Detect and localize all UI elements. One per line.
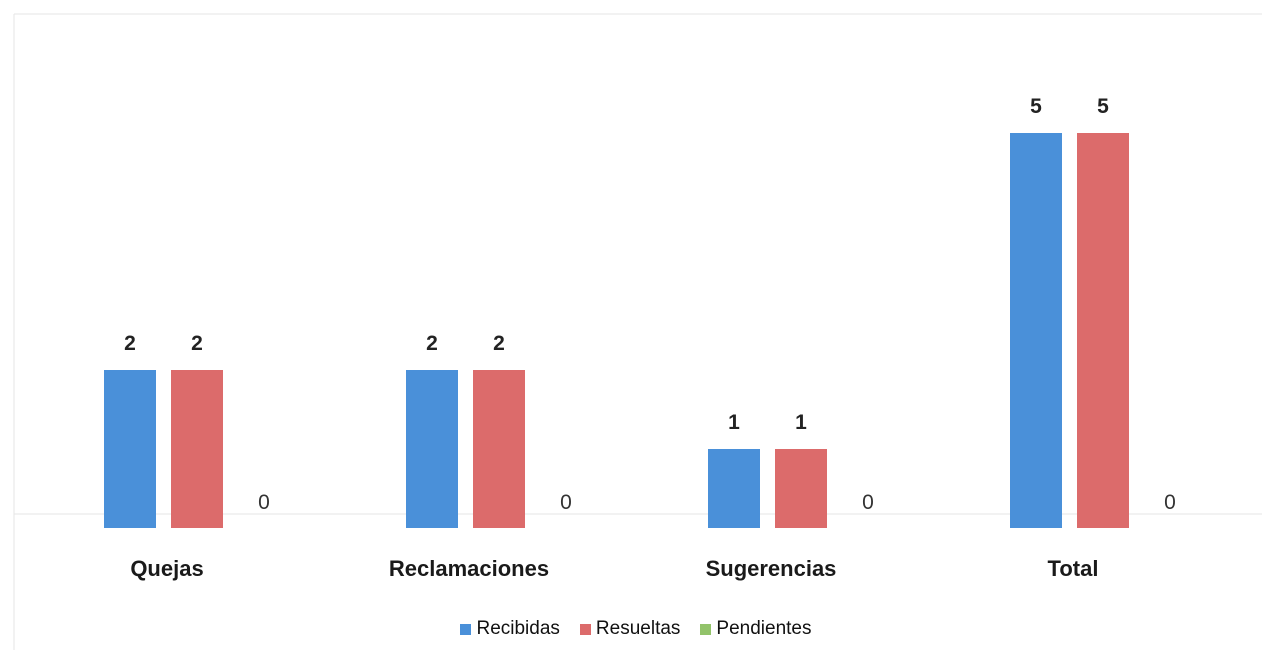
data-label-resueltas-sugerencias: 1 bbox=[795, 411, 807, 434]
legend-label-recibidas: Recibidas bbox=[476, 618, 560, 639]
legend-label-pendientes: Pendientes bbox=[716, 618, 812, 639]
legend-item-resueltas: Resueltas bbox=[579, 618, 681, 640]
category-label-reclamaciones: Reclamaciones bbox=[389, 556, 549, 581]
data-label-recibidas-total: 5 bbox=[1030, 95, 1042, 118]
bar-recibidas-sugerencias bbox=[708, 449, 760, 528]
legend-swatch-pendientes bbox=[700, 623, 712, 635]
legend-swatch-recibidas bbox=[460, 623, 472, 635]
chart-marks: 2 2 0 Quejas 2 2 0 Reclamaciones 1 1 0 Sugerencias 5… bbox=[104, 95, 1176, 581]
data-label-recibidas-quejas: 2 bbox=[124, 332, 136, 355]
legend-label-resueltas: Resueltas bbox=[595, 618, 681, 639]
data-label-resueltas-reclamaciones: 2 bbox=[493, 332, 505, 355]
category-label-sugerencias: Sugerencias bbox=[706, 556, 837, 581]
bar-resueltas-reclamaciones bbox=[473, 370, 525, 528]
data-label-pendientes-reclamaciones: 0 bbox=[560, 491, 572, 514]
data-label-resueltas-quejas: 2 bbox=[191, 332, 203, 355]
legend-item-pendientes: Pendientes bbox=[700, 618, 812, 640]
bar-recibidas-quejas bbox=[104, 370, 156, 528]
bar-resueltas-total bbox=[1077, 133, 1129, 528]
data-label-pendientes-sugerencias: 0 bbox=[862, 491, 874, 514]
data-label-recibidas-reclamaciones: 2 bbox=[426, 332, 438, 355]
chart-legend: Recibidas Resueltas Pendientes bbox=[0, 618, 1272, 640]
bar-resueltas-sugerencias bbox=[775, 449, 827, 528]
data-label-recibidas-sugerencias: 1 bbox=[728, 411, 740, 434]
legend-item-recibidas: Recibidas bbox=[460, 618, 560, 640]
category-label-quejas: Quejas bbox=[130, 556, 203, 581]
category-label-total: Total bbox=[1048, 556, 1099, 581]
legend-swatch-resueltas bbox=[579, 623, 591, 635]
data-label-resueltas-total: 5 bbox=[1097, 95, 1109, 118]
data-label-pendientes-quejas: 0 bbox=[258, 491, 270, 514]
bar-resueltas-quejas bbox=[171, 370, 223, 528]
bar-recibidas-total bbox=[1010, 133, 1062, 528]
bar-recibidas-reclamaciones bbox=[406, 370, 458, 528]
data-label-pendientes-total: 0 bbox=[1164, 491, 1176, 514]
